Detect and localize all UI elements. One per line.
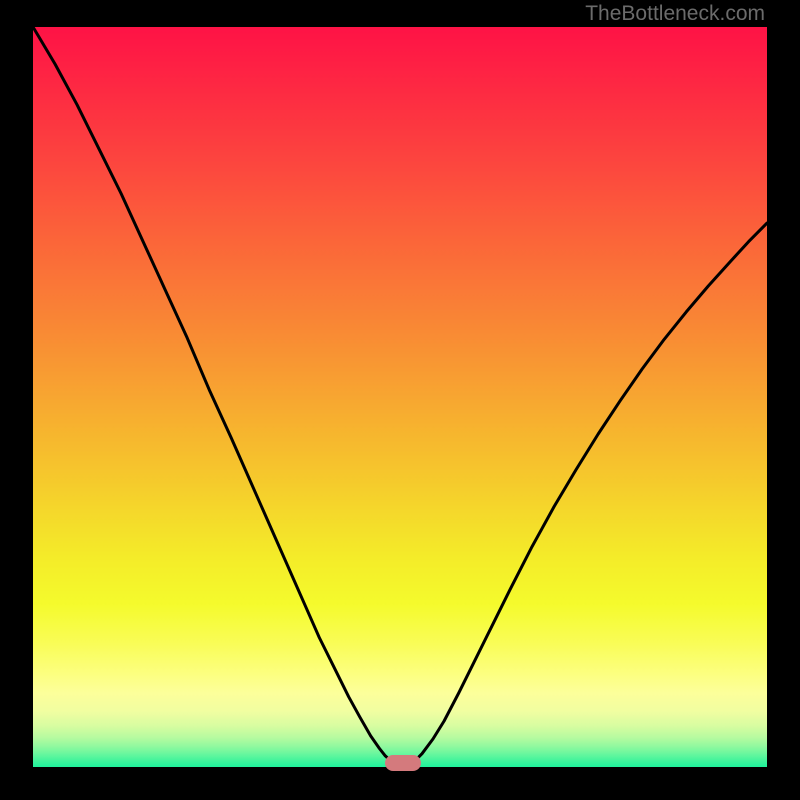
optimal-point-marker	[385, 755, 421, 771]
frame-left	[0, 27, 33, 767]
frame-bottom	[0, 767, 800, 800]
chart-container: TheBottleneck.com	[0, 0, 800, 800]
gradient-background	[33, 27, 767, 767]
attribution-text: TheBottleneck.com	[585, 0, 767, 27]
frame-right	[767, 27, 800, 767]
